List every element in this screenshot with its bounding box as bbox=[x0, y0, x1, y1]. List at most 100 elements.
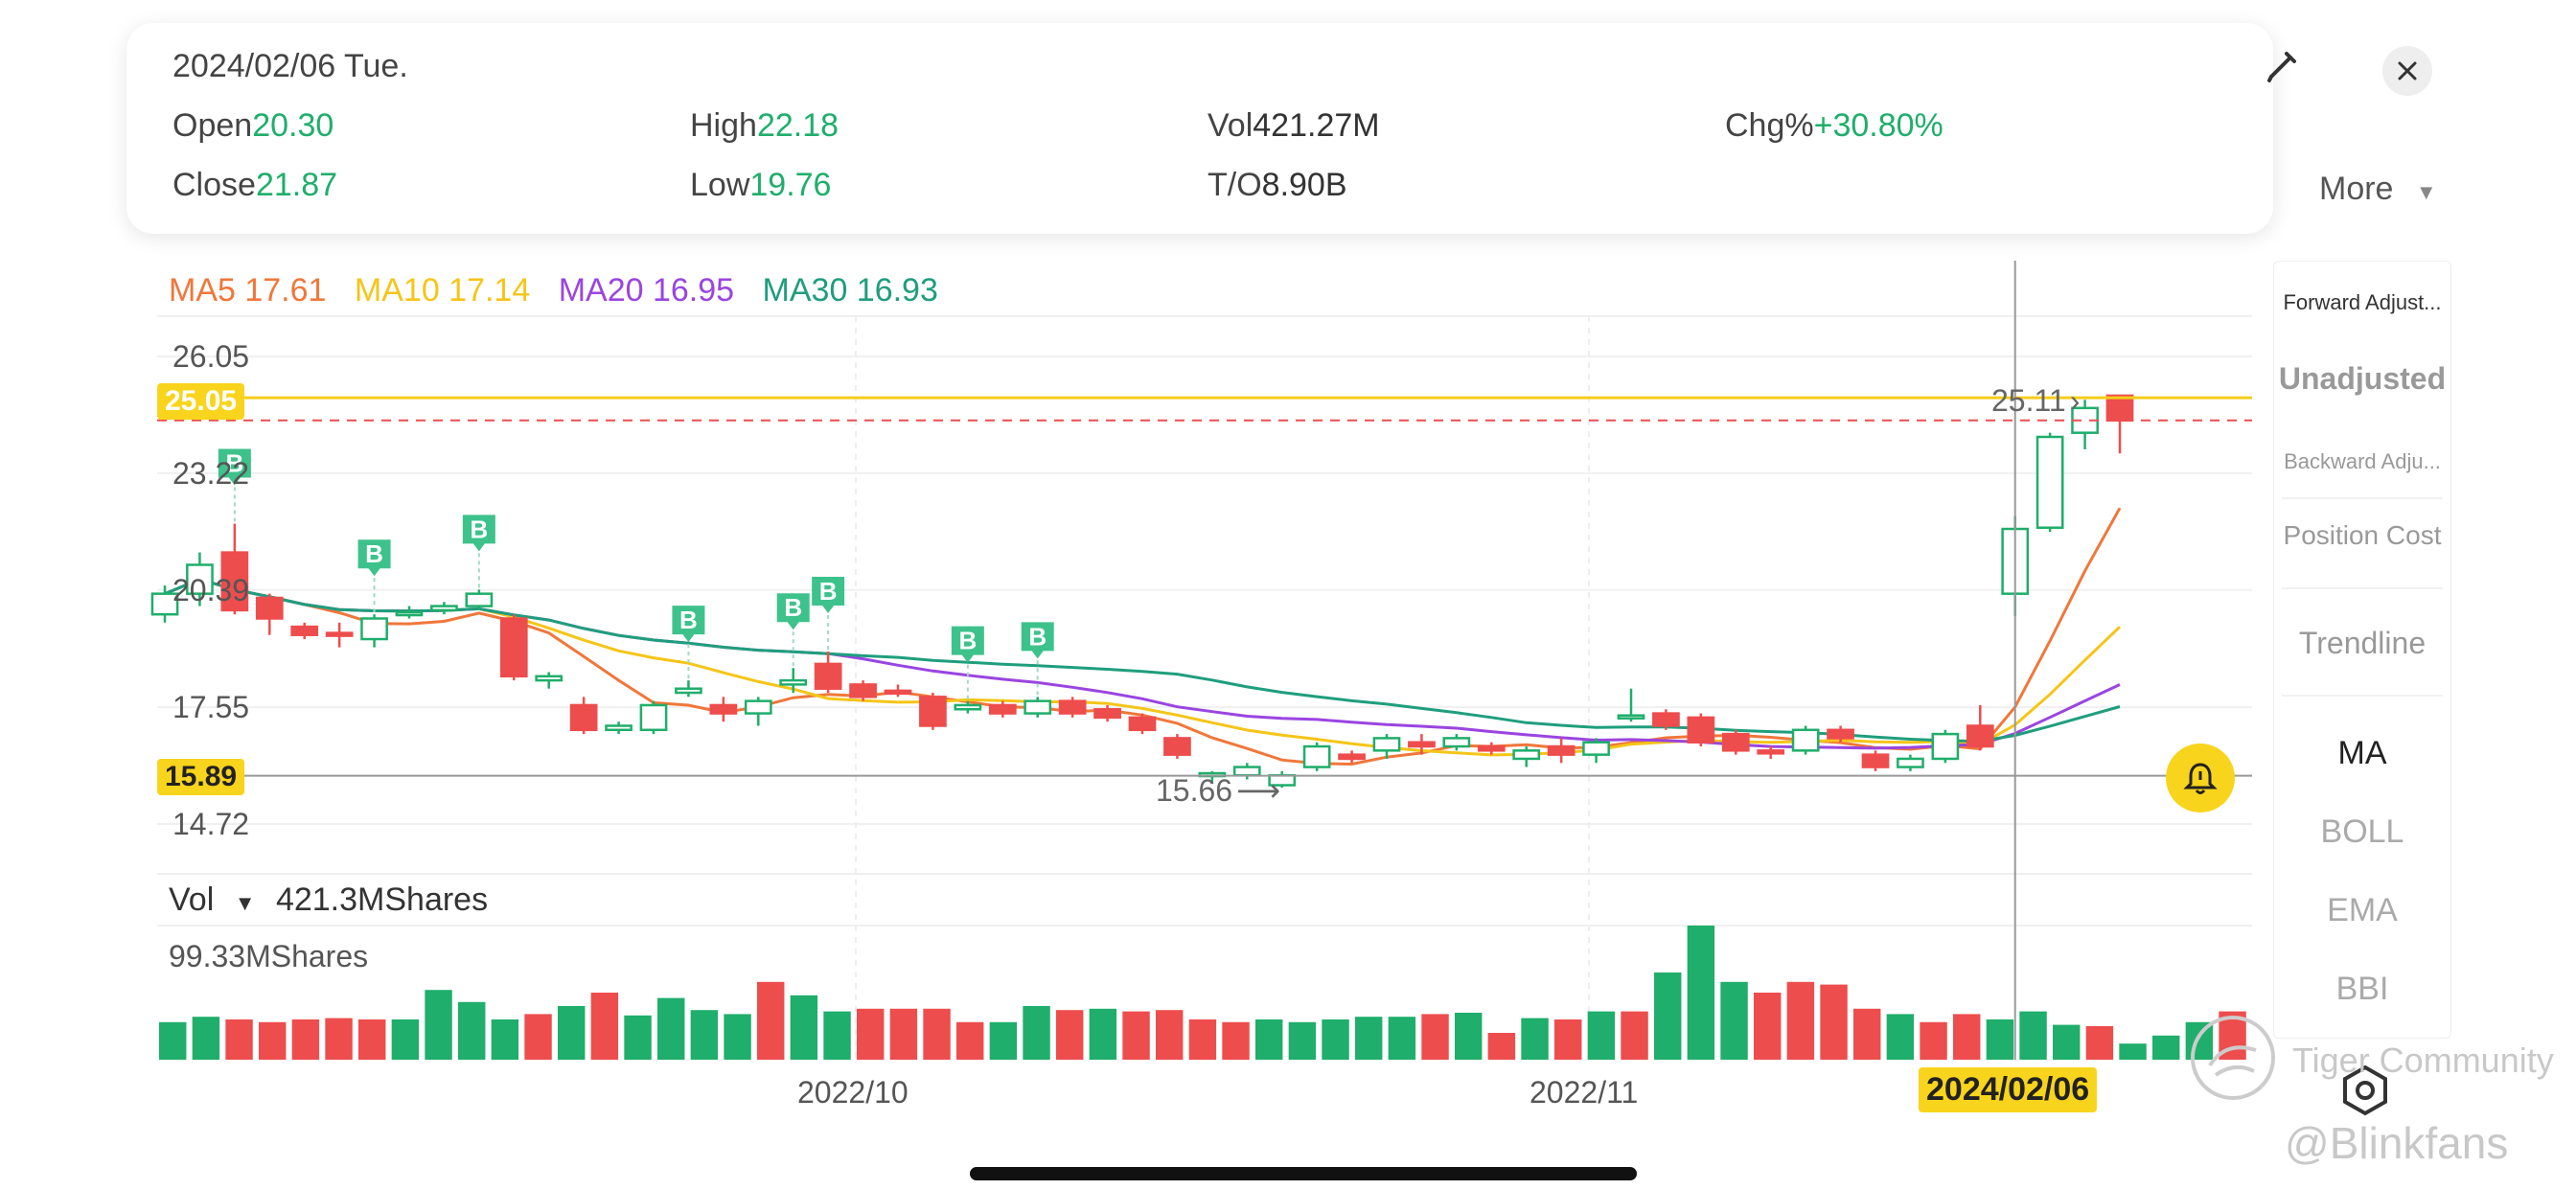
volume-bar bbox=[1089, 1008, 1117, 1060]
position-cost-option[interactable]: Position Cost bbox=[2283, 520, 2442, 550]
candle bbox=[255, 596, 284, 620]
bbi-option[interactable]: BBI bbox=[2335, 971, 2389, 1007]
x-axis-label-2: 2022/11 bbox=[1530, 1075, 1639, 1110]
close-button[interactable] bbox=[2382, 46, 2432, 96]
divider bbox=[2282, 695, 2443, 697]
trade-badge-label: B bbox=[679, 606, 698, 634]
trade-badge-label: B bbox=[365, 539, 383, 568]
volume-bar bbox=[458, 1001, 486, 1060]
candle bbox=[1931, 732, 1960, 761]
candle bbox=[1372, 737, 1401, 752]
candle bbox=[814, 662, 842, 690]
candle bbox=[2105, 394, 2134, 423]
candle bbox=[779, 678, 808, 686]
volume-selector[interactable]: Vol ▼ 421.3MShares bbox=[169, 881, 489, 918]
candle bbox=[1861, 753, 1890, 768]
volume-bar bbox=[1521, 1018, 1549, 1060]
volume-bar bbox=[1621, 1011, 1648, 1060]
y-axis-label-3: 20.39 bbox=[172, 573, 250, 607]
candle bbox=[1512, 749, 1541, 761]
close-field: Close21.87 bbox=[172, 167, 338, 203]
trade-badge-label: B bbox=[1028, 622, 1046, 651]
trade-badge bbox=[812, 576, 845, 613]
candle bbox=[1408, 741, 1436, 748]
volume-bar bbox=[1122, 1011, 1150, 1060]
trade-badge bbox=[1021, 622, 1054, 659]
candle bbox=[1721, 732, 1750, 752]
volume-bar bbox=[225, 1019, 253, 1060]
volume-bar bbox=[1820, 984, 1848, 1060]
candle bbox=[849, 683, 877, 698]
divider bbox=[2282, 497, 2443, 499]
candle bbox=[186, 563, 214, 595]
volume-value: 421.3MShares bbox=[275, 881, 489, 918]
volume-bar bbox=[757, 981, 785, 1060]
trade-badge bbox=[218, 448, 251, 486]
volume-bar bbox=[1421, 1014, 1449, 1060]
volume-bar bbox=[1920, 1021, 1947, 1060]
ma-option[interactable]: MA bbox=[2337, 735, 2387, 771]
candle bbox=[1093, 708, 1121, 720]
settings-icon[interactable] bbox=[2338, 1064, 2392, 1117]
candle bbox=[1966, 724, 1994, 748]
candle bbox=[884, 689, 912, 696]
boll-option[interactable]: BOLL bbox=[2320, 813, 2404, 850]
candle bbox=[569, 703, 598, 732]
ema-option[interactable]: EMA bbox=[2327, 892, 2398, 928]
watermark-brand: Tiger Community bbox=[2292, 1041, 2554, 1080]
volume-bar bbox=[1654, 973, 1682, 1060]
ma30-label: MA30 16.93 bbox=[762, 272, 938, 309]
candle bbox=[1547, 744, 1576, 756]
candle bbox=[499, 617, 528, 678]
volume-bar bbox=[259, 1021, 287, 1060]
candle bbox=[1897, 757, 1924, 768]
volume-bar bbox=[1687, 926, 1715, 1060]
candle bbox=[919, 696, 947, 727]
trade-badge-label: B bbox=[225, 448, 243, 477]
price-alert-button[interactable] bbox=[2166, 744, 2235, 812]
change-field: Chg%+30.80% bbox=[1725, 107, 1944, 144]
candle bbox=[1442, 737, 1471, 748]
volume-bar bbox=[2019, 1011, 2047, 1060]
unadjusted-option[interactable]: Unadjusted bbox=[2278, 361, 2447, 396]
pen-icon[interactable] bbox=[2262, 44, 2304, 86]
candle bbox=[1617, 714, 1645, 720]
candle bbox=[1827, 728, 1854, 740]
trade-badge bbox=[462, 515, 495, 552]
candle bbox=[1757, 749, 1785, 755]
volume-bar bbox=[1156, 1010, 1184, 1060]
more-dropdown[interactable]: More ▼ bbox=[2319, 171, 2437, 207]
trade-badge bbox=[951, 626, 984, 663]
low-field: Low19.76 bbox=[690, 167, 832, 203]
volume-bar bbox=[291, 1019, 320, 1060]
volume-bar bbox=[2152, 1035, 2180, 1060]
candle bbox=[220, 551, 249, 612]
candle bbox=[1058, 699, 1087, 715]
volume-field: Vol421.27M bbox=[1208, 107, 1380, 144]
candle bbox=[325, 631, 354, 637]
candle bbox=[1302, 744, 1331, 768]
candle bbox=[639, 703, 668, 732]
trade-badge bbox=[776, 593, 810, 630]
ma-legend: MA5 17.61 MA10 17.14 MA20 16.95 MA30 16.… bbox=[169, 272, 957, 309]
forward-adjust-option[interactable]: Forward Adjust... bbox=[2283, 290, 2442, 314]
volume-bar bbox=[1322, 1019, 1349, 1060]
volume-bar bbox=[1355, 1017, 1383, 1060]
volume-bar bbox=[1953, 1014, 1981, 1060]
volume-bar bbox=[1853, 1008, 1881, 1060]
volume-bar bbox=[524, 1014, 552, 1060]
volume-bar bbox=[590, 993, 619, 1060]
y-axis-label-2: 23.22 bbox=[172, 456, 250, 491]
volume-bar bbox=[889, 1008, 918, 1060]
selected-date-tag: 2024/02/06 bbox=[1919, 1067, 2098, 1112]
volume-bar bbox=[1487, 1033, 1516, 1060]
trendline-option[interactable]: Trendline bbox=[2298, 626, 2426, 660]
volume-bar bbox=[1587, 1011, 1616, 1060]
volume-bar bbox=[1255, 1019, 1283, 1060]
quote-info-card: 2024/02/06 Tue. Open20.30 High22.18 Vol4… bbox=[126, 23, 2273, 234]
candle bbox=[290, 625, 319, 636]
backward-adjust-option[interactable]: Backward Adju... bbox=[2284, 449, 2441, 473]
candle bbox=[430, 605, 458, 612]
candle bbox=[988, 703, 1017, 715]
